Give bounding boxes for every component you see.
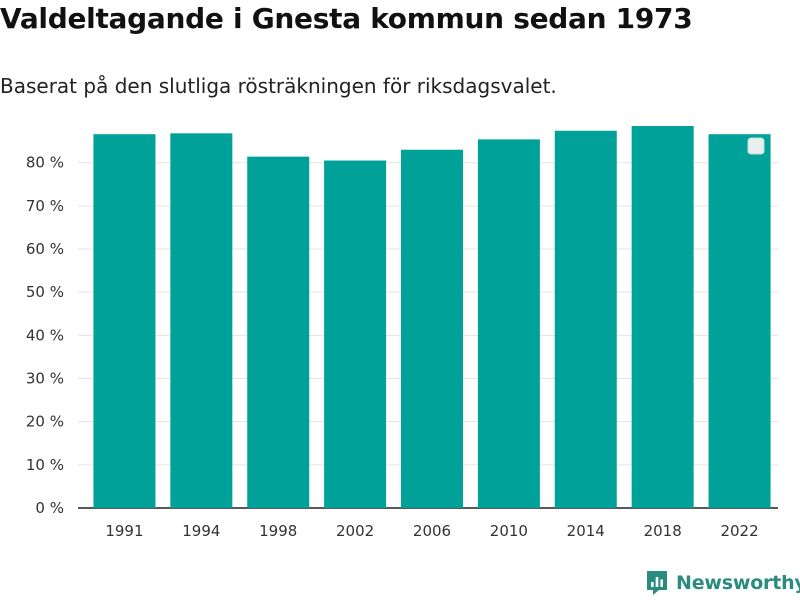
- y-tick-label: 80 %: [26, 154, 64, 172]
- bar-2006[interactable]: [401, 149, 463, 508]
- y-tick-label: 30 %: [26, 370, 64, 388]
- legend-swatch[interactable]: [747, 137, 765, 155]
- bar-1998[interactable]: [247, 156, 310, 508]
- bar-2014[interactable]: [554, 130, 617, 508]
- bar-1991[interactable]: [93, 134, 156, 509]
- bar-chart: 0 % 10 % 20 % 30 % 40 % 50 % 60 % 70 % 80 % 1991…: [26, 126, 778, 540]
- x-tick-label: 1998: [259, 522, 297, 540]
- y-tick-label: 20 %: [26, 413, 64, 431]
- x-tick-label: 2006: [413, 522, 451, 540]
- y-tick-label: 40 %: [26, 326, 64, 344]
- x-tick-label: 2022: [720, 522, 758, 540]
- x-axis-ticks: 1991 1994 1998 2002 2006 2010 2014 2018 2022: [105, 522, 758, 540]
- y-tick-label: 10 %: [26, 456, 64, 474]
- brand-name: Newsworthy: [676, 572, 800, 594]
- y-tick-label: 60 %: [26, 240, 64, 258]
- chart-subtitle: Baserat på den slutliga rösträkningen fö…: [0, 74, 557, 98]
- chart-title: Valdeltagande i Gnesta kommun sedan 1973: [0, 2, 693, 35]
- bar-2002[interactable]: [324, 160, 387, 508]
- brand-logo: Newsworthy: [645, 566, 800, 600]
- x-tick-label: 2010: [490, 522, 528, 540]
- y-tick-label: 70 %: [26, 197, 64, 215]
- bar-1994[interactable]: [170, 133, 233, 508]
- x-tick-label: 1991: [105, 522, 143, 540]
- bar-2018[interactable]: [631, 126, 694, 508]
- bar-2010[interactable]: [477, 139, 540, 508]
- x-tick-label: 2002: [336, 522, 374, 540]
- x-tick-label: 2018: [644, 522, 682, 540]
- y-tick-label: 0 %: [35, 499, 64, 517]
- bars: [93, 126, 771, 509]
- x-tick-label: 2014: [567, 522, 605, 540]
- y-axis-ticks: 0 % 10 % 20 % 30 % 40 % 50 % 60 % 70 % 80 %: [26, 154, 64, 517]
- bar-2022[interactable]: [708, 134, 771, 509]
- y-tick-label: 50 %: [26, 283, 64, 301]
- newsworthy-logo-icon: [647, 571, 667, 595]
- x-tick-label: 1994: [182, 522, 220, 540]
